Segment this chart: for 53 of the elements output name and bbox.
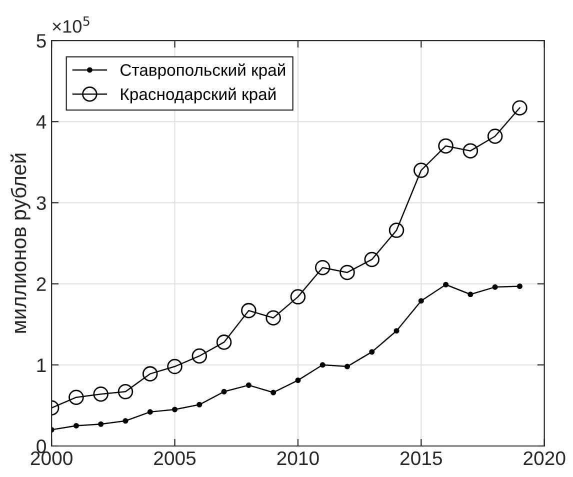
y-tick-label: 2 bbox=[36, 277, 46, 291]
y-tick-label: 4 bbox=[36, 115, 46, 129]
point bbox=[438, 138, 454, 154]
point bbox=[93, 386, 108, 402]
y-tick-label: 1 bbox=[37, 358, 46, 372]
point bbox=[246, 382, 252, 388]
x-tick-label: 2005 bbox=[154, 451, 196, 466]
point bbox=[118, 384, 134, 400]
point bbox=[492, 284, 498, 290]
point bbox=[394, 328, 400, 334]
point bbox=[172, 406, 178, 412]
point bbox=[340, 264, 355, 280]
point bbox=[414, 162, 429, 178]
x-tick-label: 2010 bbox=[277, 451, 319, 466]
point bbox=[167, 358, 182, 374]
point bbox=[388, 222, 404, 238]
y-tick-label: 5 bbox=[36, 34, 46, 48]
point bbox=[147, 409, 153, 415]
point bbox=[369, 349, 375, 355]
point bbox=[68, 390, 84, 405]
point bbox=[221, 388, 227, 394]
point bbox=[487, 128, 503, 144]
point bbox=[462, 143, 478, 158]
point bbox=[516, 283, 522, 290]
y-tick-label: 3 bbox=[36, 196, 46, 210]
point bbox=[216, 334, 232, 350]
point bbox=[364, 252, 380, 268]
y-tick-label: 0 bbox=[36, 439, 46, 454]
point bbox=[344, 364, 350, 370]
x-tick-label: 2000 bbox=[30, 451, 72, 466]
point bbox=[295, 378, 301, 384]
x-tick-label: 2015 bbox=[400, 451, 442, 466]
point bbox=[266, 310, 281, 326]
point bbox=[122, 418, 128, 424]
y-axis-title: миллионов рублей bbox=[10, 154, 30, 333]
point bbox=[196, 402, 202, 408]
point bbox=[98, 421, 104, 427]
point bbox=[468, 292, 474, 298]
text: ×10$^{5}$ bbox=[52, 16, 90, 33]
point bbox=[320, 362, 326, 368]
point bbox=[512, 100, 528, 116]
point bbox=[73, 422, 79, 428]
legend-label: Ставропольский край bbox=[120, 63, 286, 80]
point bbox=[270, 390, 276, 396]
x-tick-label: 2020 bbox=[524, 451, 566, 466]
point bbox=[314, 260, 330, 276]
legend-label: Краснодарский край bbox=[121, 88, 276, 104]
point bbox=[290, 289, 306, 304]
point bbox=[192, 348, 208, 364]
point bbox=[142, 366, 158, 382]
point bbox=[418, 298, 424, 304]
point bbox=[241, 302, 256, 318]
point bbox=[443, 282, 449, 288]
